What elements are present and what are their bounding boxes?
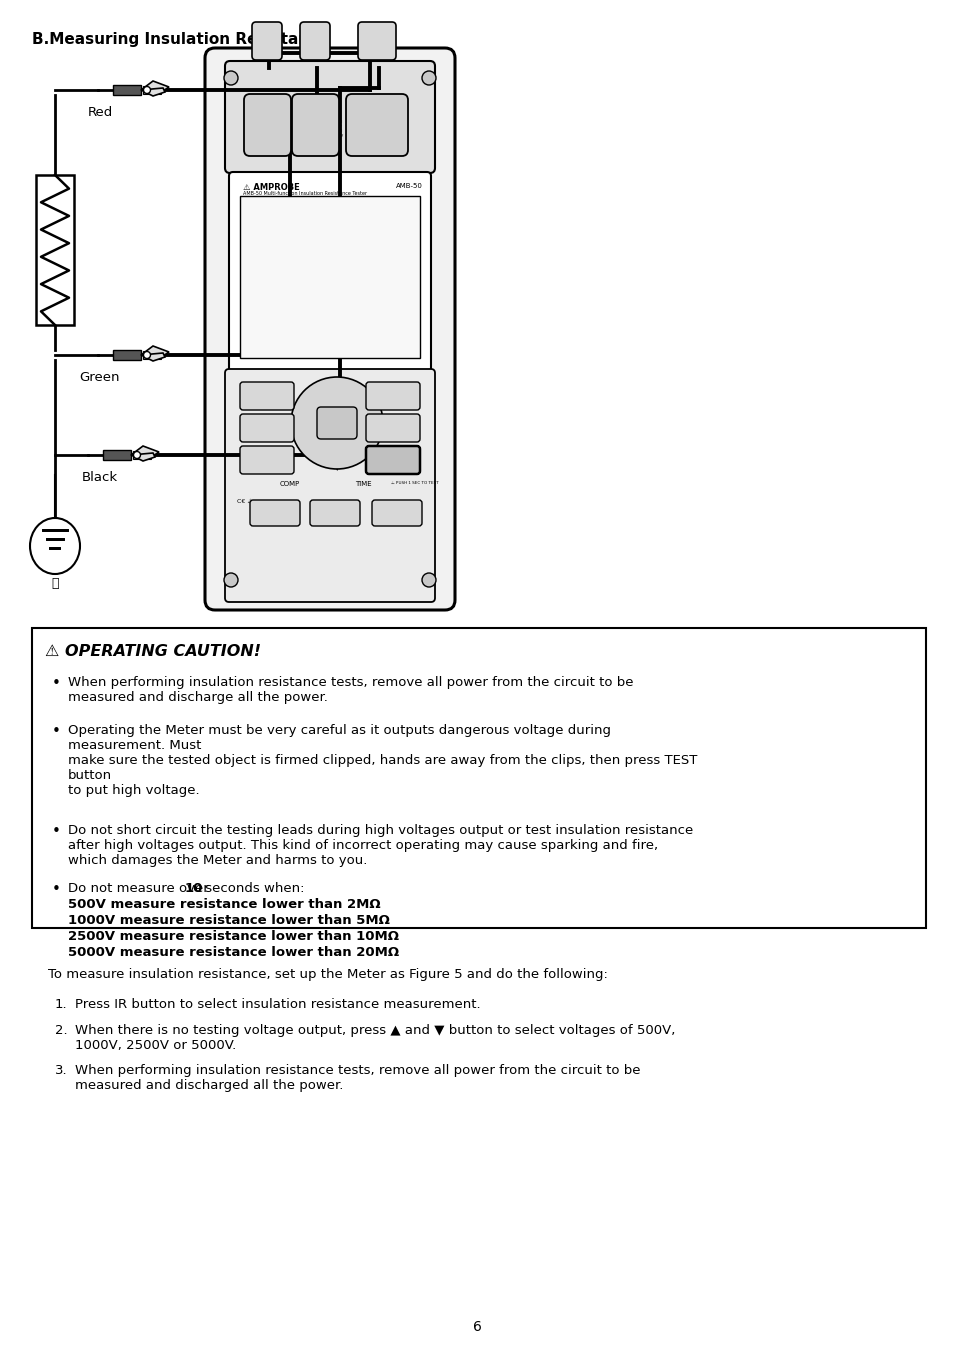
- Text: CLEAR/R: CLEAR/R: [253, 421, 280, 427]
- FancyBboxPatch shape: [316, 408, 356, 439]
- Polygon shape: [131, 445, 159, 456]
- Text: ⚠ AMPROBE: ⚠ AMPROBE: [243, 183, 299, 192]
- Text: 1.: 1.: [55, 998, 68, 1011]
- Text: When performing insulation resistance tests, remove all power from the circuit t: When performing insulation resistance te…: [68, 676, 633, 704]
- Text: LIGHT: LIGHT: [257, 389, 276, 394]
- Text: •: •: [52, 676, 61, 691]
- Text: •: •: [52, 881, 61, 896]
- FancyBboxPatch shape: [225, 61, 435, 173]
- FancyBboxPatch shape: [366, 414, 419, 441]
- Text: ▼: ▼: [334, 463, 340, 473]
- Text: 2500V measure resistance lower than 10MΩ: 2500V measure resistance lower than 10MΩ: [68, 930, 398, 942]
- FancyBboxPatch shape: [240, 414, 294, 441]
- Bar: [112, 349, 141, 360]
- Text: ON/OFF: ON/OFF: [254, 454, 279, 458]
- Text: ⚠: ⚠: [45, 645, 65, 659]
- Text: TEST: TEST: [385, 454, 400, 458]
- Text: Red: Red: [88, 106, 112, 119]
- Text: ►: ►: [375, 418, 382, 428]
- Text: IR: IR: [271, 506, 278, 516]
- Bar: [143, 87, 151, 93]
- Text: Press IR button to select insulation resistance measurement.: Press IR button to select insulation res…: [75, 998, 480, 1011]
- Text: 1000V measure resistance lower than 5MΩ: 1000V measure resistance lower than 5MΩ: [68, 914, 390, 927]
- Text: Do not measure over: Do not measure over: [68, 881, 213, 895]
- Text: ⚠ PUSH 1 SEC TO TEST: ⚠ PUSH 1 SEC TO TEST: [391, 481, 438, 485]
- Text: CAT II
600V
CAT II
1000V: CAT II 600V CAT II 1000V: [330, 121, 343, 138]
- Bar: [143, 351, 151, 359]
- FancyBboxPatch shape: [240, 445, 294, 474]
- FancyBboxPatch shape: [299, 22, 330, 60]
- FancyBboxPatch shape: [244, 93, 291, 156]
- FancyBboxPatch shape: [357, 22, 395, 60]
- Text: COMP: COMP: [279, 481, 300, 487]
- FancyBboxPatch shape: [205, 47, 455, 611]
- Bar: [32, 628, 925, 927]
- Text: TIME: TIME: [355, 481, 371, 487]
- Text: Do not short circuit the testing leads during high voltages output or test insul: Do not short circuit the testing leads d…: [68, 825, 693, 867]
- FancyBboxPatch shape: [252, 22, 282, 60]
- Text: USB: USB: [331, 418, 343, 424]
- Text: Black: Black: [82, 471, 118, 483]
- Text: 地: 地: [51, 577, 59, 590]
- Text: •: •: [52, 825, 61, 839]
- Bar: [36, 175, 74, 325]
- Text: AMB-50 Multi-function Insulation Resistance Tester: AMB-50 Multi-function Insulation Resista…: [243, 191, 367, 196]
- Text: 10: 10: [185, 881, 203, 895]
- Polygon shape: [141, 81, 169, 91]
- Circle shape: [291, 376, 382, 468]
- FancyBboxPatch shape: [366, 445, 419, 474]
- FancyBboxPatch shape: [346, 93, 408, 156]
- Text: 3.: 3.: [55, 1064, 68, 1076]
- Bar: [152, 351, 161, 359]
- Text: Operating the Meter must be very careful as it outputs dangerous voltage during
: Operating the Meter must be very careful…: [68, 724, 697, 798]
- Text: ACV: ACV: [389, 506, 404, 516]
- Text: SAVE: SAVE: [385, 421, 400, 427]
- Bar: [143, 451, 151, 459]
- Bar: [112, 85, 141, 95]
- Polygon shape: [131, 454, 154, 460]
- Polygon shape: [141, 347, 169, 356]
- Bar: [103, 450, 131, 460]
- Text: •: •: [52, 724, 61, 739]
- Text: 5000V measure resistance lower than 20MΩ: 5000V measure resistance lower than 20MΩ: [68, 946, 398, 959]
- Text: Green: Green: [80, 371, 120, 385]
- Text: C€ ⚠: C€ ⚠: [236, 500, 253, 504]
- Text: OPERATING CAUTION!: OPERATING CAUTION!: [65, 645, 261, 659]
- Text: DCV: DCV: [327, 506, 343, 516]
- Circle shape: [421, 70, 436, 85]
- Text: LOAD: LOAD: [384, 389, 401, 394]
- FancyBboxPatch shape: [372, 500, 421, 525]
- Bar: [152, 87, 161, 93]
- Text: AMB-50: AMB-50: [395, 183, 422, 190]
- FancyBboxPatch shape: [310, 500, 359, 525]
- Circle shape: [143, 352, 151, 359]
- Bar: [132, 451, 141, 459]
- Polygon shape: [141, 353, 165, 362]
- Text: 500V measure resistance lower than 2MΩ: 500V measure resistance lower than 2MΩ: [68, 898, 380, 911]
- Circle shape: [224, 70, 237, 85]
- Text: To measure insulation resistance, set up the Meter as Figure 5 and do the follow: To measure insulation resistance, set up…: [48, 968, 607, 982]
- FancyBboxPatch shape: [292, 93, 338, 156]
- Text: 6: 6: [472, 1320, 481, 1334]
- Text: seconds when:: seconds when:: [201, 881, 304, 895]
- FancyBboxPatch shape: [240, 382, 294, 410]
- Text: When performing insulation resistance tests, remove all power from the circuit t: When performing insulation resistance te…: [75, 1064, 639, 1091]
- FancyBboxPatch shape: [229, 172, 431, 372]
- FancyBboxPatch shape: [366, 382, 419, 410]
- Text: When there is no testing voltage output, press ▲ and ▼ button to select voltages: When there is no testing voltage output,…: [75, 1024, 675, 1052]
- Text: ▲: ▲: [334, 391, 340, 399]
- FancyBboxPatch shape: [225, 370, 435, 603]
- Text: 2.: 2.: [55, 1024, 68, 1037]
- Ellipse shape: [30, 519, 80, 574]
- Bar: [240, 196, 419, 357]
- Text: ◄: ◄: [292, 418, 298, 428]
- Text: B.Measuring Insulation Resistance: B.Measuring Insulation Resistance: [32, 32, 328, 47]
- Polygon shape: [141, 88, 165, 96]
- FancyBboxPatch shape: [250, 500, 299, 525]
- Circle shape: [143, 87, 151, 93]
- Circle shape: [133, 451, 140, 459]
- Circle shape: [224, 573, 237, 588]
- Circle shape: [421, 573, 436, 588]
